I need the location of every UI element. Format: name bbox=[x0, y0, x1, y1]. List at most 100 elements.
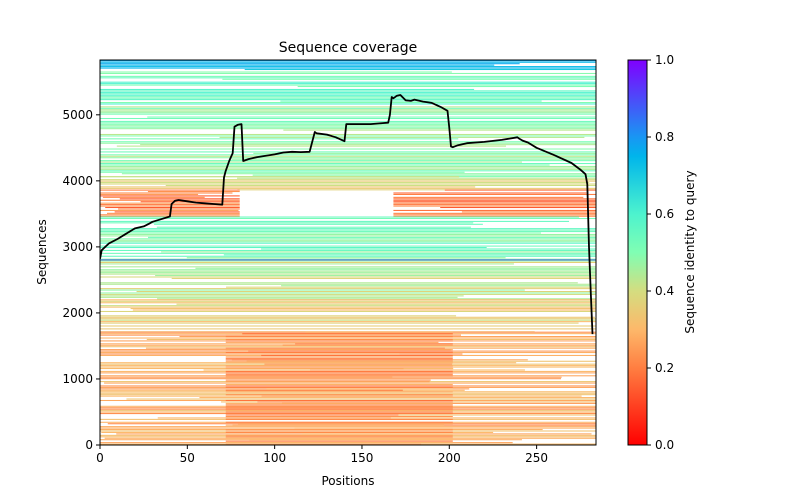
sequence-stripe bbox=[261, 354, 453, 356]
sequence-stripe bbox=[302, 433, 453, 435]
sequence-stripe bbox=[100, 142, 596, 144]
sequence-stripe bbox=[282, 344, 453, 346]
sequence-stripe bbox=[100, 64, 495, 66]
sequence-stripe bbox=[100, 155, 596, 157]
sequence-stripe bbox=[225, 402, 453, 404]
sequence-stripe bbox=[100, 269, 596, 271]
sequence-stripe bbox=[100, 255, 596, 257]
sequence-stripe bbox=[225, 437, 453, 439]
sequence-stripe bbox=[100, 141, 596, 143]
sequence-stripe bbox=[305, 331, 453, 333]
sequence-stripe bbox=[225, 370, 453, 372]
coverage-line-layer bbox=[100, 94, 594, 335]
sequence-heatmap bbox=[100, 60, 596, 445]
y-tick-label: 0 bbox=[85, 438, 93, 452]
x-tick-label: 200 bbox=[438, 451, 461, 465]
sequence-stripe bbox=[225, 360, 453, 362]
sequence-stripe bbox=[225, 368, 404, 370]
sequence-stripe bbox=[100, 135, 596, 137]
sequence-stripe bbox=[225, 394, 453, 396]
sequence-stripe bbox=[225, 414, 399, 416]
sequence-stripe bbox=[225, 430, 453, 432]
sequence-stripe bbox=[100, 182, 590, 184]
sequence-stripe bbox=[225, 399, 453, 402]
sequence-stripe bbox=[225, 357, 453, 359]
sequence-stripe bbox=[461, 211, 596, 213]
sequence-stripe bbox=[100, 96, 596, 98]
sequence-stripe bbox=[100, 242, 596, 244]
sequence-stripe bbox=[100, 113, 596, 115]
sequence-stripe bbox=[261, 395, 453, 397]
sequence-stripe bbox=[100, 202, 240, 204]
sequence-stripe bbox=[225, 376, 393, 378]
sequence-stripe bbox=[100, 306, 596, 308]
sequence-stripe bbox=[393, 192, 587, 194]
sequence-stripe bbox=[225, 366, 453, 368]
sequence-stripe bbox=[225, 347, 445, 349]
sequence-stripe bbox=[140, 144, 596, 146]
identity-band bbox=[100, 106, 596, 178]
sequence-stripe bbox=[100, 325, 596, 327]
sequence-stripe bbox=[100, 228, 596, 230]
sequence-stripe bbox=[225, 341, 439, 343]
sequence-stripe bbox=[100, 103, 596, 105]
sequence-stripe bbox=[100, 293, 596, 295]
sequence-stripe bbox=[309, 369, 453, 371]
sequence-stripe bbox=[393, 209, 596, 211]
sequence-stripe bbox=[195, 267, 596, 269]
sequence-stripe bbox=[100, 302, 596, 304]
y-tick-label: 3000 bbox=[62, 240, 93, 254]
sequence-stripe bbox=[222, 78, 596, 80]
sequence-stripe bbox=[100, 61, 596, 63]
sequence-stripe bbox=[100, 110, 596, 112]
sequence-stripe bbox=[393, 205, 596, 207]
sequence-stripe bbox=[114, 211, 240, 213]
sequence-stripe bbox=[100, 199, 240, 201]
y-tick-label: 4000 bbox=[62, 174, 93, 188]
sequence-stripe bbox=[136, 291, 596, 293]
sequence-stripe bbox=[231, 158, 596, 160]
sequence-stripe bbox=[225, 359, 453, 361]
sequence-stripe bbox=[100, 179, 596, 181]
sequence-stripe bbox=[100, 241, 596, 243]
sequence-stripe bbox=[393, 201, 596, 203]
x-tick-label: 250 bbox=[525, 451, 548, 465]
sequence-stripe bbox=[100, 126, 596, 128]
sequence-stripe bbox=[100, 273, 596, 275]
sequence-stripe bbox=[225, 434, 453, 436]
sequence-stripe bbox=[225, 408, 453, 410]
y-axis: 0 1000 2000 3000 4000 5000 bbox=[62, 108, 100, 452]
sequence-stripe bbox=[393, 193, 596, 195]
x-tick-label: 0 bbox=[96, 451, 104, 465]
sequence-stripe bbox=[147, 191, 240, 193]
sequence-stripe bbox=[121, 173, 596, 175]
sequence-stripe bbox=[225, 417, 391, 419]
sequence-stripe bbox=[444, 189, 596, 191]
colorbar-tick-label: 0.6 bbox=[655, 207, 674, 221]
sequence-stripe bbox=[242, 333, 453, 335]
sequence-stripe bbox=[100, 288, 596, 290]
sequence-stripe bbox=[154, 223, 483, 225]
identity-band bbox=[393, 189, 596, 217]
sequence-stripe bbox=[297, 86, 596, 88]
sequence-stripe bbox=[100, 305, 596, 307]
sequence-stripe bbox=[393, 204, 596, 206]
sequence-stripe bbox=[100, 299, 596, 301]
sequence-stripe bbox=[100, 216, 579, 218]
sequence-stripe bbox=[100, 125, 596, 127]
sequence-stripe bbox=[100, 337, 596, 339]
sequence-stripe bbox=[171, 277, 596, 279]
sequence-stripe bbox=[393, 214, 596, 216]
sequence-stripe bbox=[257, 401, 453, 403]
sequence-stripe bbox=[199, 397, 596, 399]
sequence-stripe bbox=[100, 270, 596, 272]
sequence-stripe bbox=[100, 122, 596, 124]
sequence-stripe bbox=[132, 309, 596, 311]
sequence-stripe bbox=[100, 283, 596, 285]
sequence-stripe bbox=[100, 272, 596, 274]
sequence-stripe bbox=[100, 117, 596, 120]
sequence-stripe bbox=[100, 183, 596, 185]
sequence-stripe bbox=[100, 84, 596, 86]
sequence-stripe bbox=[237, 423, 453, 425]
